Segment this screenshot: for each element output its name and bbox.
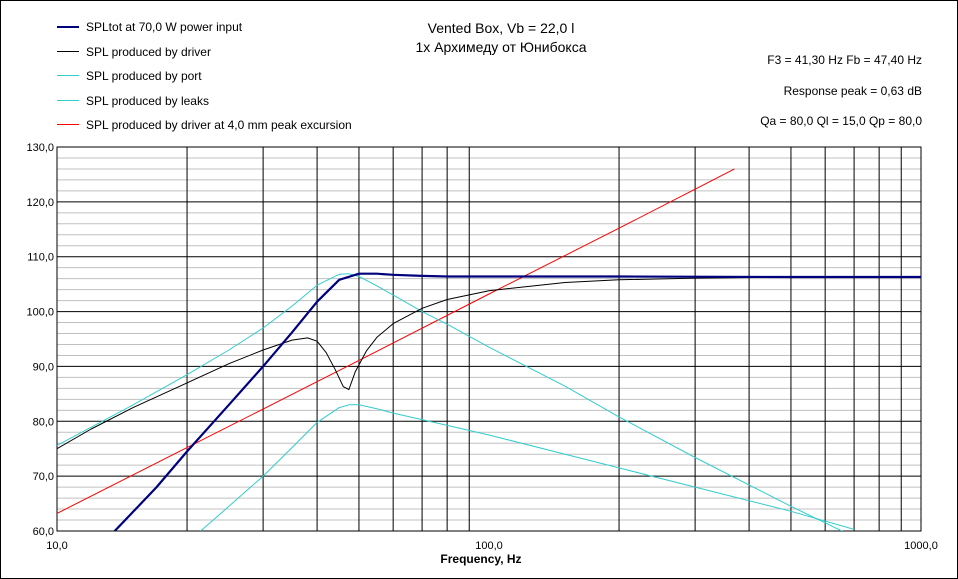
x-axis-title: Frequency, Hz bbox=[440, 552, 522, 566]
series-line bbox=[57, 273, 844, 531]
chart-subtitle: 1x Архимеду от Юнибокса bbox=[415, 39, 587, 55]
y-tick-label: 80,0 bbox=[33, 416, 54, 428]
legend-swatch bbox=[57, 50, 79, 52]
series-line bbox=[57, 276, 921, 450]
info-f3-fb: F3 = 41,30 Hz Fb = 47,40 Hz bbox=[767, 53, 922, 67]
legend-label: SPL produced by driver bbox=[86, 44, 211, 59]
legend-swatch bbox=[57, 99, 79, 101]
y-tick-label: 70,0 bbox=[33, 471, 54, 483]
plot-border bbox=[56, 146, 922, 532]
legend-swatch bbox=[57, 26, 79, 28]
series-line bbox=[200, 404, 855, 531]
series-line bbox=[57, 168, 735, 514]
legend-swatch bbox=[57, 75, 79, 76]
x-tick-label: 100,0 bbox=[475, 540, 503, 552]
x-tick-label: 10,0 bbox=[46, 540, 67, 552]
legend-label: SPL produced by port bbox=[86, 69, 202, 83]
y-tick-label: 120,0 bbox=[26, 197, 54, 209]
y-tick-label: 110,0 bbox=[27, 252, 54, 264]
y-tick-label: 60,0 bbox=[33, 526, 54, 538]
chart-title: Vented Box, Vb = 22,0 l bbox=[427, 20, 575, 36]
legend-swatch bbox=[57, 124, 79, 125]
y-tick-label: 130,0 bbox=[26, 142, 54, 154]
y-tick-label: 100,0 bbox=[26, 307, 54, 319]
x-tick-label: 1000,0 bbox=[904, 540, 938, 552]
legend-label: SPL produced by leaks bbox=[86, 93, 209, 108]
legend-label: SPL produced by driver at 4,0 mm peak ex… bbox=[86, 118, 352, 132]
y-tick-label: 90,0 bbox=[33, 361, 54, 373]
series-line bbox=[113, 272, 921, 531]
legend-label: SPLtot at 70,0 W power input bbox=[86, 20, 243, 34]
info-response-peak: Response peak = 0,63 dB bbox=[783, 84, 922, 98]
info-q-values: Qa = 80,0 Ql = 15,0 Qp = 80,0 bbox=[760, 114, 922, 128]
